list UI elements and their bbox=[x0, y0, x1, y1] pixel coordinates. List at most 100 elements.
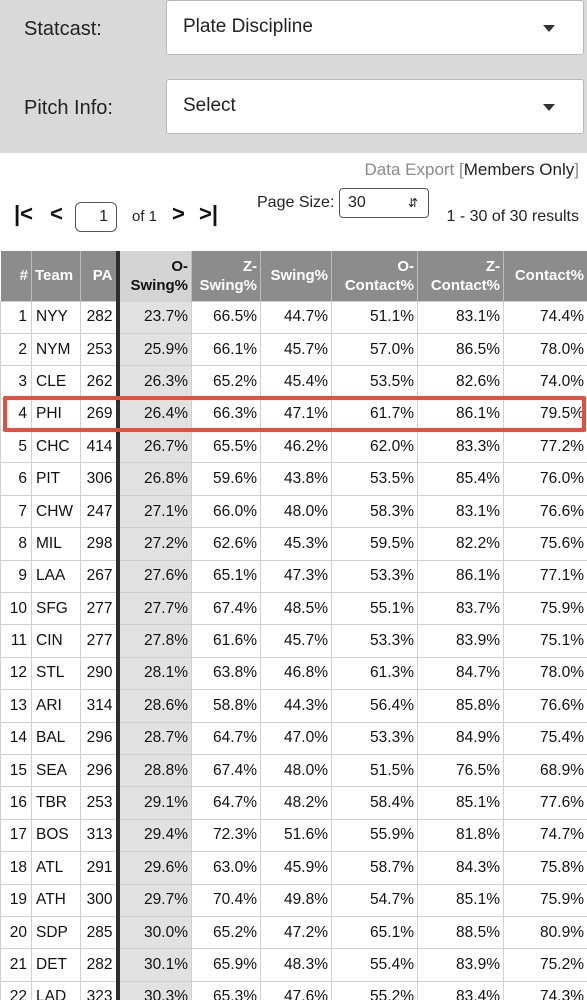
col-header-o-swing[interactable]: O- Swing% bbox=[115, 251, 192, 301]
table-row: 22 LAD 323 30.3% 65.3% 47.6% 55.2% 83.4% 74.3% bbox=[0, 980, 587, 1000]
pagination: |< < 1 of 1 > >| Page Size: 30 ⇵ 1 - 30 … bbox=[0, 188, 587, 238]
col-header-z-contact[interactable]: Z- Contact% bbox=[417, 251, 504, 301]
col-header-rank[interactable]: # bbox=[0, 251, 32, 301]
cell-o-swing: 27.6% bbox=[115, 559, 192, 594]
cell-swing: 48.5% bbox=[260, 592, 332, 626]
table-row: 18 ATL 291 29.6% 63.0% 45.9% 58.7% 84.3% 75.8% bbox=[0, 851, 587, 885]
cell-contact: 76.6% bbox=[503, 494, 587, 529]
cell-z-swing: 72.3% bbox=[191, 818, 261, 853]
cell-z-swing: 65.9% bbox=[191, 948, 261, 982]
cell-z-contact: 82.2% bbox=[417, 527, 504, 561]
cell-contact: 78.0% bbox=[503, 656, 587, 691]
cell-o-contact: 57.0% bbox=[331, 332, 418, 367]
cell-rank: 6 bbox=[0, 462, 32, 496]
cell-team[interactable]: NYM bbox=[31, 332, 81, 367]
chevron-updown-icon: ⇵ bbox=[407, 196, 418, 210]
col-header-contact[interactable]: Contact% bbox=[503, 251, 587, 301]
cell-team[interactable]: ATH bbox=[31, 883, 81, 917]
cell-team[interactable]: ATL bbox=[31, 851, 81, 885]
first-page-icon[interactable]: |< bbox=[14, 201, 34, 226]
cell-o-swing: 29.7% bbox=[115, 883, 192, 917]
cell-team[interactable]: SDP bbox=[31, 915, 81, 950]
cell-z-swing: 70.4% bbox=[191, 883, 261, 917]
cell-swing: 44.7% bbox=[260, 300, 332, 334]
cell-z-swing: 67.4% bbox=[191, 753, 261, 788]
cell-o-swing: 27.8% bbox=[115, 624, 192, 658]
cell-team[interactable]: CIN bbox=[31, 624, 81, 658]
cell-team[interactable]: SFG bbox=[31, 592, 81, 626]
cell-swing: 47.6% bbox=[260, 980, 332, 1000]
cell-pa: 277 bbox=[80, 592, 118, 626]
cell-rank: 8 bbox=[0, 527, 32, 561]
cell-team[interactable]: CHW bbox=[31, 494, 81, 529]
page-size-select[interactable]: 30 ⇵ bbox=[339, 188, 429, 218]
cell-pa: 282 bbox=[80, 948, 118, 982]
cell-team[interactable]: NYY bbox=[31, 300, 81, 334]
data-export-suffix: ] bbox=[574, 160, 579, 179]
col-header-o-contact[interactable]: O- Contact% bbox=[331, 251, 418, 301]
statcast-select[interactable]: Plate Discipline bbox=[166, 0, 584, 55]
cell-swing: 45.7% bbox=[260, 332, 332, 367]
cell-o-contact: 53.3% bbox=[331, 624, 418, 658]
members-only-link[interactable]: Members Only bbox=[463, 160, 575, 179]
cell-z-swing: 64.7% bbox=[191, 786, 261, 820]
cell-z-contact: 86.1% bbox=[417, 559, 504, 594]
cell-o-contact: 61.7% bbox=[331, 397, 418, 432]
col-header-team[interactable]: Team bbox=[31, 251, 81, 301]
cell-rank: 11 bbox=[0, 624, 32, 658]
col-header-swing[interactable]: Swing% bbox=[260, 251, 332, 301]
cell-pa: 247 bbox=[80, 494, 118, 529]
prev-page-icon[interactable]: < bbox=[50, 201, 63, 226]
cell-team[interactable]: CHC bbox=[31, 430, 81, 464]
col-header-pa[interactable]: PA bbox=[80, 251, 118, 301]
cell-z-swing: 61.6% bbox=[191, 624, 261, 658]
cell-rank: 12 bbox=[0, 656, 32, 691]
cell-o-swing: 28.1% bbox=[115, 656, 192, 691]
cell-z-swing: 65.2% bbox=[191, 365, 261, 399]
next-page-icon[interactable]: > bbox=[172, 201, 185, 226]
cell-o-swing: 23.7% bbox=[115, 300, 192, 334]
table-row: 4 PHI 269 26.4% 66.3% 47.1% 61.7% 86.1% 79.5% bbox=[0, 397, 587, 432]
last-page-icon[interactable]: >| bbox=[199, 201, 219, 226]
cell-o-swing: 29.1% bbox=[115, 786, 192, 820]
cell-team[interactable]: LAD bbox=[31, 980, 81, 1000]
cell-team[interactable]: BOS bbox=[31, 818, 81, 853]
cell-o-contact: 53.3% bbox=[331, 559, 418, 594]
cell-rank: 2 bbox=[0, 332, 32, 367]
table-row: 21 DET 282 30.1% 65.9% 48.3% 55.4% 83.9% 75.2% bbox=[0, 948, 587, 982]
chevron-down-icon bbox=[543, 25, 555, 32]
cell-z-contact: 81.8% bbox=[417, 818, 504, 853]
cell-z-swing: 66.0% bbox=[191, 494, 261, 529]
cell-pa: 285 bbox=[80, 915, 118, 950]
cell-pa: 267 bbox=[80, 559, 118, 594]
cell-swing: 45.9% bbox=[260, 851, 332, 885]
cell-team[interactable]: BAL bbox=[31, 721, 81, 755]
cell-team[interactable]: MIL bbox=[31, 527, 81, 561]
cell-o-contact: 55.1% bbox=[331, 592, 418, 626]
cell-pa: 269 bbox=[80, 397, 118, 432]
cell-z-contact: 84.7% bbox=[417, 656, 504, 691]
page-number-input[interactable]: 1 bbox=[75, 202, 117, 232]
cell-team[interactable]: LAA bbox=[31, 559, 81, 594]
cell-team[interactable]: PHI bbox=[31, 397, 81, 432]
cell-contact: 76.0% bbox=[503, 462, 587, 496]
table-row: 11 CIN 277 27.8% 61.6% 45.7% 53.3% 83.9% 75.1% bbox=[0, 624, 587, 658]
cell-team[interactable]: CLE bbox=[31, 365, 81, 399]
cell-pa: 253 bbox=[80, 332, 118, 367]
cell-o-swing: 27.7% bbox=[115, 592, 192, 626]
cell-team[interactable]: PIT bbox=[31, 462, 81, 496]
cell-rank: 3 bbox=[0, 365, 32, 399]
cell-team[interactable]: SEA bbox=[31, 753, 81, 788]
cell-contact: 77.2% bbox=[503, 430, 587, 464]
cell-swing: 46.2% bbox=[260, 430, 332, 464]
cell-z-contact: 85.1% bbox=[417, 883, 504, 917]
cell-team[interactable]: STL bbox=[31, 656, 81, 691]
cell-rank: 14 bbox=[0, 721, 32, 755]
cell-team[interactable]: DET bbox=[31, 948, 81, 982]
cell-o-contact: 58.3% bbox=[331, 494, 418, 529]
cell-team[interactable]: ARI bbox=[31, 689, 81, 723]
cell-team[interactable]: TBR bbox=[31, 786, 81, 820]
pitch-info-select[interactable]: Select bbox=[166, 79, 584, 134]
col-header-z-swing[interactable]: Z- Swing% bbox=[191, 251, 261, 301]
cell-pa: 300 bbox=[80, 883, 118, 917]
